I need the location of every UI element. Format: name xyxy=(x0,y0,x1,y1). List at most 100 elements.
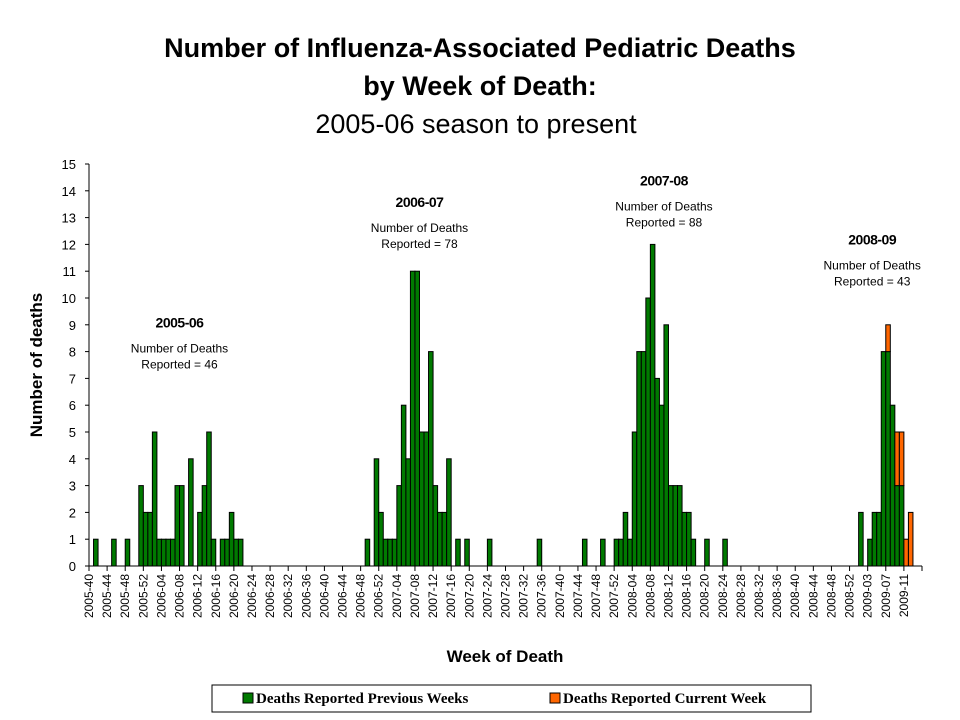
x-tick-label: 2005-40 xyxy=(82,574,96,618)
bar-previous-weeks xyxy=(649,243,656,567)
bar-previous-weeks xyxy=(396,485,402,567)
x-tick-label: 2008-36 xyxy=(770,574,784,618)
bar-previous-weeks xyxy=(889,404,896,567)
bar-previous-weeks xyxy=(722,538,728,567)
bar-previous-weeks xyxy=(423,431,430,567)
bar-previous-weeks xyxy=(156,538,162,567)
x-tick-label: 2005-48 xyxy=(118,574,132,618)
bar-previous-weeks xyxy=(138,485,144,567)
x-tick-label: 2006-52 xyxy=(372,574,386,618)
bar-previous-weeks xyxy=(654,377,660,567)
bar-previous-weeks xyxy=(174,485,181,567)
bar-previous-weeks xyxy=(364,538,371,567)
bar-previous-weeks xyxy=(636,351,642,567)
title-line-2: by Week of Death: xyxy=(363,71,597,101)
bar-previous-weeks xyxy=(224,538,230,567)
plot-area xyxy=(93,243,914,567)
bar-previous-weeks xyxy=(188,458,194,567)
bar-previous-weeks xyxy=(169,538,176,567)
y-tick-label: 9 xyxy=(69,318,76,333)
x-tick-label: 2008-12 xyxy=(662,574,676,618)
bar-previous-weeks xyxy=(428,351,434,567)
bar-previous-weeks xyxy=(464,538,470,567)
x-tick-label: 2007-40 xyxy=(553,574,567,618)
x-tick-label: 2005-44 xyxy=(100,574,114,618)
bar-previous-weeks xyxy=(160,538,167,567)
bar-previous-weeks xyxy=(378,511,384,567)
y-tick-label: 2 xyxy=(69,505,76,520)
y-tick-label: 14 xyxy=(62,184,76,199)
bar-previous-weeks xyxy=(165,538,171,567)
x-tick-label: 2007-32 xyxy=(517,574,531,618)
annotation-total: Reported = 78 xyxy=(381,237,458,251)
y-tick-label: 11 xyxy=(63,264,77,279)
x-tick-label: 2006-04 xyxy=(154,574,168,618)
x-tick-label: 2008-28 xyxy=(734,574,748,618)
x-tick-label: 2008-44 xyxy=(806,574,820,618)
y-tick-label: 1 xyxy=(69,532,76,547)
x-tick-label: 2007-20 xyxy=(462,574,476,618)
annotation-total: Reported = 88 xyxy=(626,215,703,229)
bar-previous-weeks xyxy=(391,538,398,567)
x-axis-label: Week of Death xyxy=(447,647,564,666)
bar-previous-weeks xyxy=(658,404,665,567)
bar-previous-weeks xyxy=(690,538,697,567)
annotation-label: Number of Deaths xyxy=(371,221,468,235)
y-tick-label: 7 xyxy=(69,371,76,386)
title-line-1: Number of Influenza-Associated Pediatric… xyxy=(164,33,796,63)
y-tick-label: 3 xyxy=(69,479,76,494)
x-tick-label: 2006-32 xyxy=(281,574,295,618)
legend-label-current-week: Deaths Reported Current Week xyxy=(563,691,767,707)
y-tick-label: 10 xyxy=(62,291,76,306)
x-tick-label: 2009-07 xyxy=(879,574,893,618)
bar-previous-weeks xyxy=(237,538,244,567)
bar-previous-weeks xyxy=(233,538,239,567)
x-tick-label: 2006-08 xyxy=(173,574,187,618)
x-tick-label: 2006-24 xyxy=(245,574,259,618)
bar-previous-weeks xyxy=(446,458,452,567)
x-tick-label: 2006-44 xyxy=(336,574,350,618)
annotation-label: Number of Deaths xyxy=(131,342,228,356)
x-tick-label: 2007-52 xyxy=(607,574,621,618)
x-tick-label: 2007-36 xyxy=(535,574,549,618)
title-line-3: 2005-06 season to present xyxy=(315,109,637,139)
x-tick-label: 2005-52 xyxy=(136,574,150,618)
y-tick-label: 4 xyxy=(69,452,76,467)
bar-previous-weeks xyxy=(880,351,887,567)
x-tick-label: 2007-24 xyxy=(480,574,494,618)
legend-swatch-current-week xyxy=(549,692,561,704)
bar-previous-weeks xyxy=(124,538,131,567)
annotation-total: Reported = 43 xyxy=(834,274,911,288)
bar-previous-weeks xyxy=(373,458,380,567)
bar-previous-weeks xyxy=(486,538,493,567)
y-tick-label: 6 xyxy=(69,398,76,413)
bar-previous-weeks xyxy=(667,485,674,567)
x-tick-label: 2008-20 xyxy=(698,574,712,618)
bar-previous-weeks xyxy=(437,511,443,567)
x-tick-label: 2006-48 xyxy=(354,574,368,618)
x-tick-label: 2008-08 xyxy=(643,574,657,618)
annotation-season: 2005-06 xyxy=(156,315,205,331)
x-tick-label: 2006-40 xyxy=(317,574,331,618)
bar-previous-weeks xyxy=(382,538,389,567)
x-tick-label: 2007-28 xyxy=(499,574,513,618)
x-tick-label: 2007-08 xyxy=(408,574,422,618)
bar-previous-weeks xyxy=(400,404,407,567)
bar-previous-weeks xyxy=(677,485,683,567)
bar-previous-weeks xyxy=(206,431,212,567)
legend-swatch-previous-weeks xyxy=(242,692,254,704)
bar-previous-weeks xyxy=(645,297,651,567)
bar-previous-weeks xyxy=(210,538,217,567)
bar-previous-weeks xyxy=(876,511,882,567)
bar-current-week xyxy=(907,511,914,567)
bar-previous-weeks xyxy=(627,538,633,567)
x-tick-label: 2007-04 xyxy=(390,574,404,618)
bar-previous-weeks xyxy=(640,351,647,567)
bar-previous-weeks xyxy=(387,538,393,567)
bar-previous-weeks xyxy=(663,324,669,567)
annotation-season: 2007-08 xyxy=(640,172,689,188)
x-tick-label: 2006-12 xyxy=(191,574,205,618)
bar-previous-weeks xyxy=(111,538,117,567)
x-tick-label: 2009-11 xyxy=(897,574,911,617)
x-tick-label: 2006-36 xyxy=(299,574,313,618)
